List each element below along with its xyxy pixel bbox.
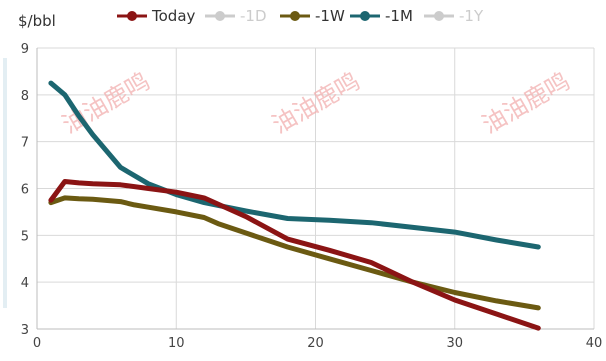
legend-label: Today xyxy=(151,7,196,25)
series-line-1w[interactable] xyxy=(48,195,541,311)
legend-dot-marker xyxy=(215,11,225,21)
series-line-1m[interactable] xyxy=(48,80,541,250)
y-tick-label: 4 xyxy=(21,276,29,291)
x-tick-label: 20 xyxy=(307,336,324,351)
legend-label: -1Y xyxy=(459,7,484,25)
legend-dot-marker xyxy=(127,11,137,21)
legend-item[interactable]: -1D xyxy=(205,7,267,25)
y-tick-label: 7 xyxy=(21,136,29,151)
y-tick-label: 6 xyxy=(21,183,29,198)
legend-item[interactable]: Today xyxy=(117,7,196,25)
axis-layer: 3 4 5 6 7 8 9 0 10 20 30 40 xyxy=(3,42,602,351)
x-tick-label: 0 xyxy=(33,336,41,351)
watermark-text: 油油鹿鸣 xyxy=(477,67,574,139)
legend-dot-marker xyxy=(360,11,370,21)
legend-label: -1W xyxy=(315,7,345,25)
x-tick-label: 40 xyxy=(586,336,603,351)
legend-item[interactable]: -1Y xyxy=(424,7,484,25)
legend-dot-marker xyxy=(434,11,444,21)
left-scroll-indicator[interactable] xyxy=(3,58,7,308)
x-tick-label: 30 xyxy=(446,336,463,351)
x-tick-label: 10 xyxy=(168,336,185,351)
legend-item[interactable]: -1M xyxy=(350,7,413,25)
series-line-today[interactable] xyxy=(48,179,541,331)
legend-label: -1M xyxy=(385,7,413,25)
y-tick-label: 8 xyxy=(21,89,29,104)
legend[interactable]: Today -1D -1W -1M -1Y xyxy=(117,7,484,25)
series-layer xyxy=(48,80,541,331)
legend-label: -1D xyxy=(240,7,267,25)
y-tick-label: 9 xyxy=(21,42,29,57)
y-axis-unit-label: $/bbl xyxy=(18,12,56,30)
y-tick-label: 3 xyxy=(21,323,29,338)
legend-item[interactable]: -1W xyxy=(280,7,345,25)
legend-dot-marker xyxy=(290,11,300,21)
y-tick-label: 5 xyxy=(21,229,29,244)
